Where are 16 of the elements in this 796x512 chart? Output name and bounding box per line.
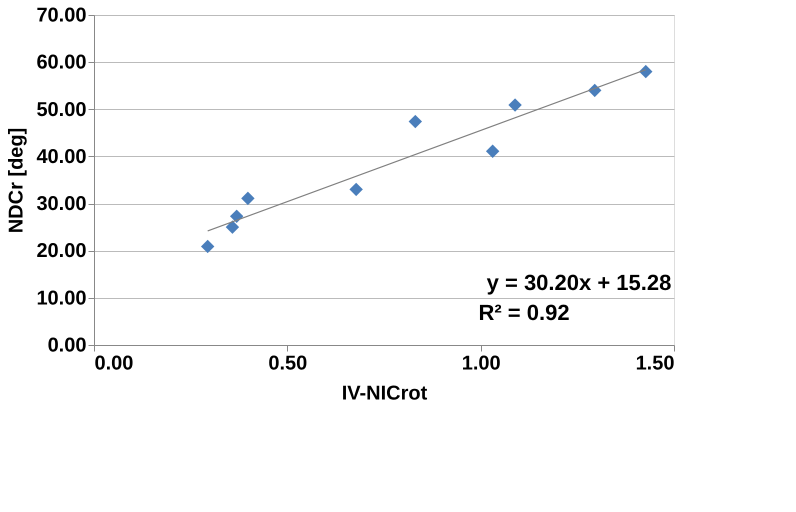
y-axis-title: NDCr [deg]: [5, 128, 28, 234]
y-tick-label: 50.00: [36, 98, 86, 121]
x-tick-label: 1.00: [462, 352, 501, 374]
annotation: y = 30.20x + 15.28: [486, 270, 672, 295]
y-tick-label: 30.00: [36, 193, 86, 216]
annotation: R² = 0.92: [478, 300, 570, 325]
y-tick-label: 60.00: [36, 52, 86, 74]
y-tick-label: 10.00: [36, 287, 86, 310]
y-tick-label: 40.00: [36, 146, 86, 168]
x-axis-title: IV-NICrot: [342, 382, 428, 404]
x-tick-label: 0.50: [268, 352, 308, 374]
y-tick-label: 0.00: [48, 334, 86, 356]
x-tick-label: 1.50: [636, 352, 674, 374]
y-tick-label: 20.00: [36, 240, 86, 262]
x-tick-label: 0.00: [94, 352, 134, 374]
y-tick-label: 70.00: [36, 4, 86, 26]
